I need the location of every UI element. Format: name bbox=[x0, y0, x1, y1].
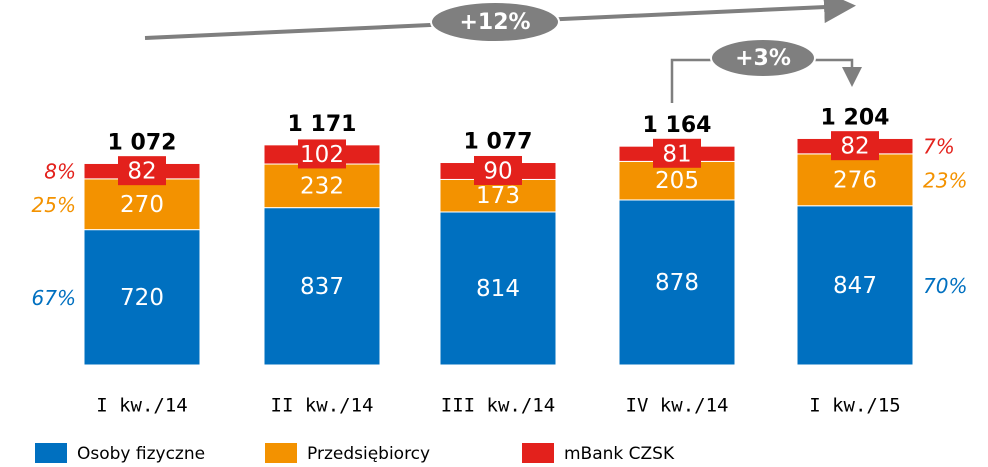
legend-label: Przedsiębiorcy bbox=[307, 444, 430, 464]
share-label: 8% bbox=[44, 160, 76, 184]
legend-swatch bbox=[265, 443, 297, 463]
bar-segment bbox=[796, 205, 914, 366]
annotation-oval bbox=[430, 1, 560, 43]
legend-label: Osoby fizyczne bbox=[77, 444, 205, 464]
bar-segment bbox=[439, 211, 557, 366]
x-tick-label: I kw./15 bbox=[809, 395, 901, 417]
bar-segment bbox=[263, 163, 381, 209]
segment-label: 270 bbox=[120, 192, 164, 218]
x-tick-label: I kw./14 bbox=[96, 395, 188, 417]
segment-label: 847 bbox=[833, 273, 877, 299]
x-tick-label: III kw./14 bbox=[441, 395, 555, 417]
x-tick-label: II kw./14 bbox=[271, 395, 374, 417]
segment-label: 173 bbox=[476, 183, 520, 209]
bar-segment bbox=[263, 207, 381, 366]
segment-label: 814 bbox=[476, 276, 520, 302]
segment-label-box bbox=[298, 139, 346, 169]
segment-label-box bbox=[474, 155, 522, 185]
share-label: 67% bbox=[32, 286, 76, 310]
segment-label-box bbox=[831, 131, 879, 161]
total-label: 1 204 bbox=[821, 106, 890, 131]
segment-label: 720 bbox=[120, 285, 164, 311]
bar-segment bbox=[796, 153, 914, 207]
bar-segment bbox=[83, 178, 201, 231]
total-label: 1 171 bbox=[288, 112, 357, 137]
share-label: 25% bbox=[32, 193, 76, 217]
legend-label: mBank CZSK bbox=[564, 444, 675, 464]
segment-label: 82 bbox=[127, 159, 156, 185]
annotation-oval bbox=[710, 38, 816, 78]
bar-segment bbox=[618, 199, 736, 366]
annotation: +12% bbox=[459, 10, 530, 35]
total-label: 1 164 bbox=[643, 113, 712, 138]
share-label: 70% bbox=[923, 274, 967, 298]
total-label: 1 072 bbox=[108, 130, 177, 155]
segment-label: 82 bbox=[840, 134, 869, 160]
segment-label: 81 bbox=[662, 141, 691, 167]
segment-label-box bbox=[653, 138, 701, 168]
x-tick-label: IV kw./14 bbox=[626, 395, 729, 417]
legend-swatch bbox=[522, 443, 554, 463]
annotation: +3% bbox=[735, 46, 791, 71]
legend-swatch bbox=[35, 443, 67, 463]
share-label: 7% bbox=[923, 135, 955, 159]
segment-label: 90 bbox=[483, 158, 512, 184]
segment-label: 102 bbox=[300, 142, 344, 168]
total-label: 1 077 bbox=[464, 130, 533, 155]
bar-segment bbox=[83, 229, 201, 366]
segment-label: 205 bbox=[655, 168, 699, 194]
segment-label-box bbox=[118, 156, 166, 186]
segment-label: 232 bbox=[300, 173, 344, 199]
segment-label: 276 bbox=[833, 167, 877, 193]
segment-label: 837 bbox=[300, 274, 344, 300]
share-label: 23% bbox=[923, 168, 967, 192]
segment-label: 878 bbox=[655, 270, 699, 296]
